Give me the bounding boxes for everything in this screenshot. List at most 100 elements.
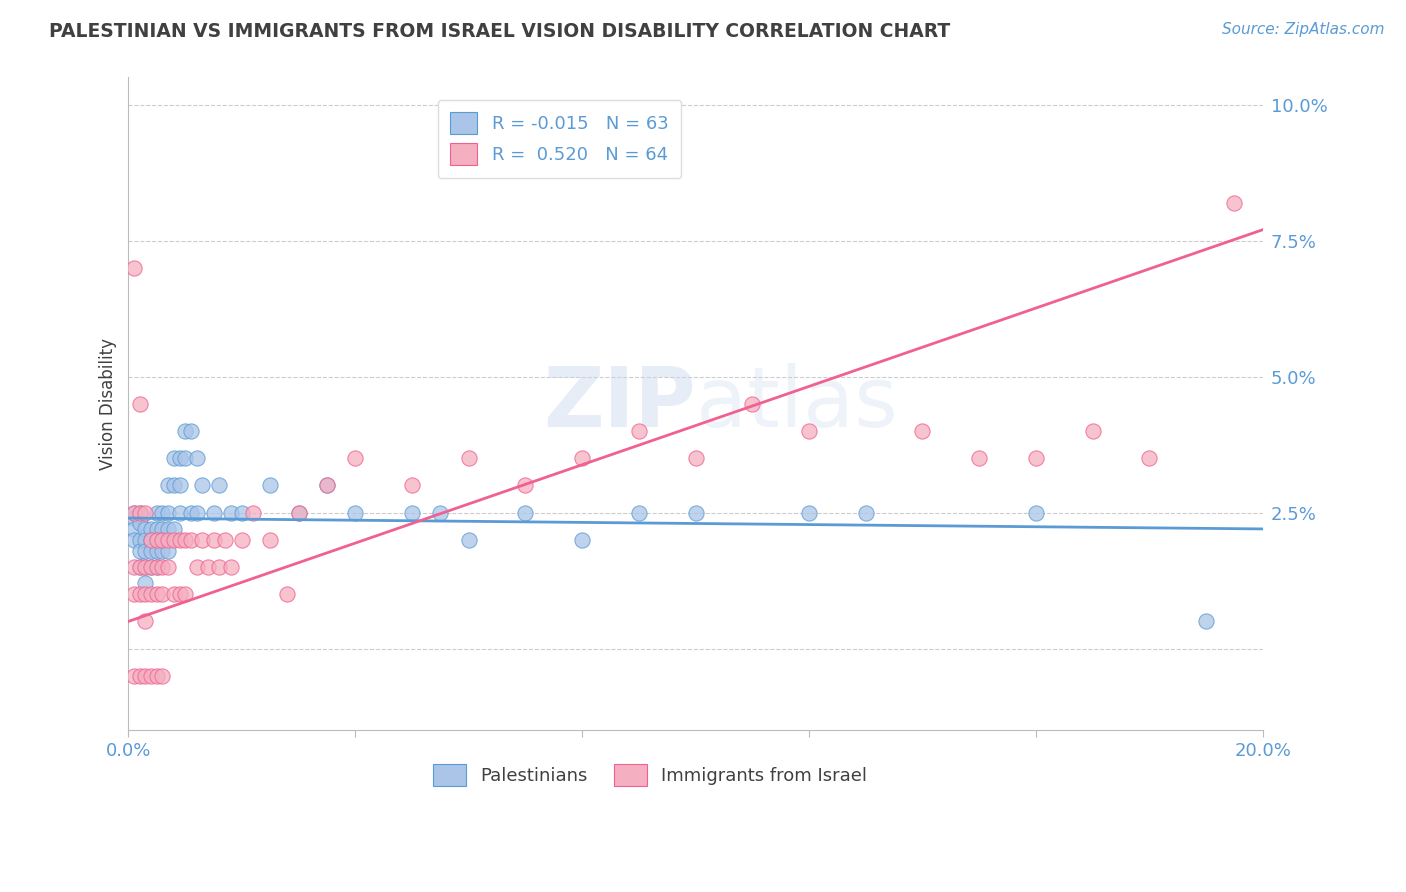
Point: [157, 522, 180, 536]
Point: [316, 478, 339, 492]
Point: [457, 533, 479, 547]
Point: [186, 560, 208, 574]
Point: [855, 506, 877, 520]
Point: [174, 587, 197, 601]
Point: [219, 560, 242, 574]
Point: [128, 506, 150, 520]
Point: [231, 533, 253, 547]
Point: [174, 451, 197, 466]
Point: [128, 560, 150, 574]
Point: [287, 506, 309, 520]
Text: PALESTINIAN VS IMMIGRANTS FROM ISRAEL VISION DISABILITY CORRELATION CHART: PALESTINIAN VS IMMIGRANTS FROM ISRAEL VI…: [49, 22, 950, 41]
Point: [122, 511, 145, 525]
Point: [685, 506, 707, 520]
Point: [134, 587, 156, 601]
Point: [128, 516, 150, 531]
Point: [967, 451, 990, 466]
Point: [134, 543, 156, 558]
Text: Source: ZipAtlas.com: Source: ZipAtlas.com: [1222, 22, 1385, 37]
Point: [122, 506, 145, 520]
Point: [128, 587, 150, 601]
Point: [141, 543, 163, 558]
Point: [191, 478, 214, 492]
Point: [627, 424, 650, 438]
Point: [401, 478, 423, 492]
Point: [152, 543, 174, 558]
Point: [287, 506, 309, 520]
Text: atlas: atlas: [696, 363, 897, 444]
Point: [685, 451, 707, 466]
Point: [180, 506, 202, 520]
Point: [157, 478, 180, 492]
Point: [122, 560, 145, 574]
Point: [169, 478, 191, 492]
Point: [122, 669, 145, 683]
Point: [122, 533, 145, 547]
Point: [146, 533, 169, 547]
Point: [141, 560, 163, 574]
Point: [128, 397, 150, 411]
Point: [214, 533, 236, 547]
Point: [128, 560, 150, 574]
Point: [197, 560, 219, 574]
Point: [157, 543, 180, 558]
Point: [141, 587, 163, 601]
Point: [122, 587, 145, 601]
Point: [429, 506, 451, 520]
Point: [180, 533, 202, 547]
Point: [122, 522, 145, 536]
Point: [141, 522, 163, 536]
Point: [146, 543, 169, 558]
Point: [186, 451, 208, 466]
Point: [1137, 451, 1160, 466]
Point: [457, 451, 479, 466]
Point: [134, 533, 156, 547]
Point: [157, 533, 180, 547]
Point: [163, 522, 186, 536]
Point: [1223, 195, 1246, 210]
Point: [146, 587, 169, 601]
Point: [571, 451, 593, 466]
Point: [344, 506, 367, 520]
Point: [134, 522, 156, 536]
Point: [163, 478, 186, 492]
Point: [157, 560, 180, 574]
Point: [911, 424, 934, 438]
Point: [627, 506, 650, 520]
Point: [163, 451, 186, 466]
Point: [316, 478, 339, 492]
Point: [157, 506, 180, 520]
Point: [152, 669, 174, 683]
Point: [169, 451, 191, 466]
Point: [276, 587, 298, 601]
Point: [202, 533, 225, 547]
Point: [141, 560, 163, 574]
Point: [146, 560, 169, 574]
Point: [134, 560, 156, 574]
Point: [1081, 424, 1104, 438]
Point: [141, 533, 163, 547]
Point: [219, 506, 242, 520]
Point: [134, 669, 156, 683]
Text: ZIP: ZIP: [543, 363, 696, 444]
Point: [146, 506, 169, 520]
Point: [571, 533, 593, 547]
Point: [515, 478, 537, 492]
Point: [152, 522, 174, 536]
Point: [208, 560, 231, 574]
Point: [152, 506, 174, 520]
Point: [152, 560, 174, 574]
Point: [122, 260, 145, 275]
Point: [1025, 451, 1047, 466]
Point: [141, 533, 163, 547]
Point: [146, 560, 169, 574]
Point: [174, 533, 197, 547]
Point: [152, 587, 174, 601]
Point: [231, 506, 253, 520]
Point: [122, 506, 145, 520]
Point: [128, 533, 150, 547]
Point: [202, 506, 225, 520]
Point: [141, 669, 163, 683]
Point: [1195, 615, 1218, 629]
Point: [191, 533, 214, 547]
